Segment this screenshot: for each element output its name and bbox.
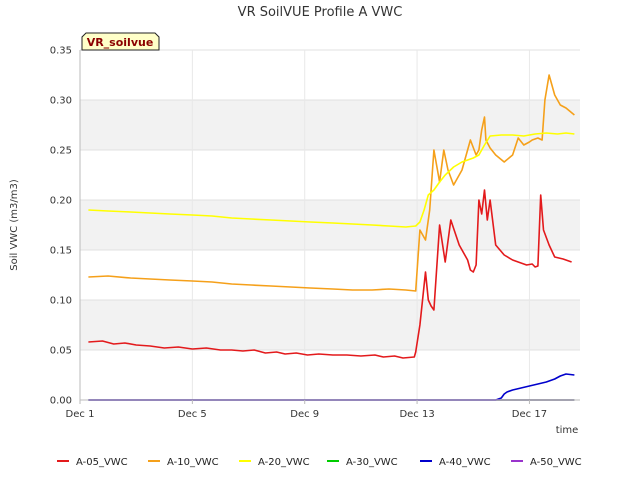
x-tick-label: Dec 9 [290, 409, 319, 420]
legend-label: A-30_VWC [346, 457, 398, 468]
plot-band [80, 300, 580, 350]
x-tick-label: Dec 17 [512, 409, 547, 420]
y-tick-label: 0.10 [50, 296, 72, 307]
axes [79, 50, 580, 401]
y-tick-label: 0.30 [50, 96, 72, 107]
source-badge-text: VR_soilvue [87, 36, 154, 49]
y-tick-label: 0.15 [50, 246, 72, 257]
x-tick-label: Dec 13 [399, 409, 434, 420]
series-line-a-40-vwc [88, 373, 575, 401]
legend-label: A-50_VWC [530, 457, 582, 468]
y-axis-ticks: 0.00 0.05 0.10 0.15 0.20 0.25 0.30 0.35 [50, 46, 72, 407]
legend-item-a-30-vwc[interactable]: A-30_VWC [327, 457, 398, 468]
x-tick-label: Dec 1 [66, 409, 95, 420]
series-line-a-05-vwc [88, 189, 572, 359]
series-line-a-10-vwc [88, 74, 575, 292]
y-tick-label: 0.05 [50, 346, 72, 357]
legend-item-a-50-vwc[interactable]: A-50_VWC [511, 457, 582, 468]
legend-label: A-10_VWC [167, 457, 219, 468]
legend-item-a-05-vwc[interactable]: A-05_VWC [57, 457, 128, 468]
plot-band [80, 100, 580, 150]
y-tick-label: 0.00 [50, 396, 72, 407]
y-axis-label: Soil VWC (m3/m3) [9, 179, 20, 271]
plot-background [80, 100, 580, 350]
plot-band [80, 200, 580, 250]
x-tick-label: Dec 5 [178, 409, 207, 420]
legend-item-a-40-vwc[interactable]: A-40_VWC [420, 457, 491, 468]
legend-label: A-05_VWC [76, 457, 128, 468]
chart-title: VR SoilVUE Profile A VWC [238, 5, 403, 20]
series-line-a-20-vwc [88, 132, 575, 228]
y-tick-label: 0.25 [50, 146, 72, 157]
x-axis-label: time [556, 425, 579, 436]
legend: A-05_VWC A-10_VWC A-20_VWC A-30_VWC A-40_VWC… [57, 457, 582, 468]
legend-item-a-10-vwc[interactable]: A-10_VWC [148, 457, 219, 468]
grid-lines [79, 49, 580, 401]
x-axis-ticks: Dec 1 Dec 5 Dec 9 Dec 13 Dec 17 [66, 400, 547, 420]
source-badge: VR_soilvue [81, 32, 160, 51]
y-tick-label: 0.20 [50, 196, 72, 207]
legend-label: A-20_VWC [258, 457, 310, 468]
y-tick-label: 0.35 [50, 46, 72, 57]
legend-item-a-20-vwc[interactable]: A-20_VWC [239, 457, 310, 468]
legend-label: A-40_VWC [439, 457, 491, 468]
